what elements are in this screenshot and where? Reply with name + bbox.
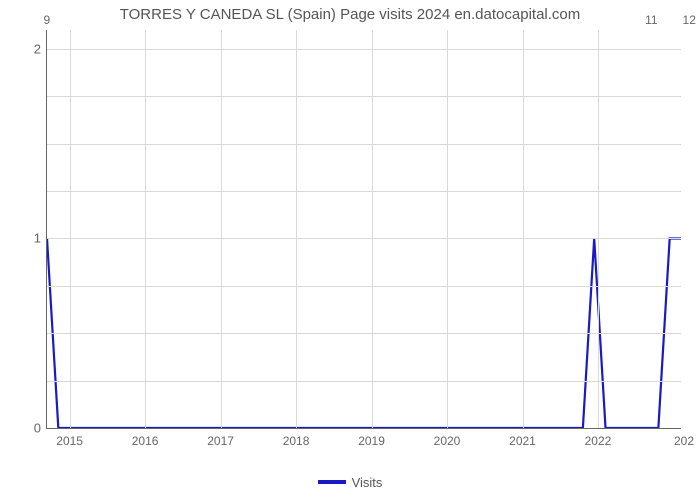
x-tick-label: 202 (674, 434, 694, 448)
corner-label: 9 (43, 13, 50, 27)
plot-area: 20152016201720182019202020212022202012 (46, 30, 681, 429)
gridline-horizontal-minor (47, 333, 681, 334)
gridline-vertical (447, 30, 448, 428)
gridline-vertical (523, 30, 524, 428)
corner-label: 12 (683, 13, 696, 27)
x-tick-label: 2020 (434, 434, 461, 448)
gridline-horizontal-minor (47, 381, 681, 382)
legend-label: Visits (352, 475, 383, 490)
corner-label: 11 (645, 13, 657, 27)
gridline-vertical (221, 30, 222, 428)
gridline-vertical (372, 30, 373, 428)
gridline-horizontal-minor (47, 96, 681, 97)
legend-swatch (318, 480, 346, 484)
chart-container: { "chart": { "type": "line", "title": "T… (0, 0, 700, 500)
chart-title: TORRES Y CANEDA SL (Spain) Page visits 2… (0, 6, 700, 23)
gridline-vertical (598, 30, 599, 428)
gridline-vertical (296, 30, 297, 428)
y-tick-label: 0 (34, 421, 41, 436)
x-tick-label: 2017 (207, 434, 234, 448)
x-tick-label: 2018 (283, 434, 310, 448)
y-tick-label: 1 (34, 231, 41, 246)
y-tick-label: 2 (34, 41, 41, 56)
gridline-vertical (70, 30, 71, 428)
legend: Visits (0, 472, 700, 490)
gridline-vertical (145, 30, 146, 428)
x-tick-label: 2015 (56, 434, 83, 448)
series-line (47, 30, 681, 428)
x-tick-label: 2021 (509, 434, 536, 448)
gridline-horizontal (47, 238, 681, 239)
gridline-horizontal-minor (47, 286, 681, 287)
gridline-horizontal (47, 49, 681, 50)
gridline-horizontal-minor (47, 144, 681, 145)
legend-item-visits: Visits (318, 475, 383, 490)
x-tick-label: 2016 (132, 434, 159, 448)
x-tick-label: 2022 (585, 434, 612, 448)
gridline-horizontal-minor (47, 191, 681, 192)
x-tick-label: 2019 (358, 434, 385, 448)
